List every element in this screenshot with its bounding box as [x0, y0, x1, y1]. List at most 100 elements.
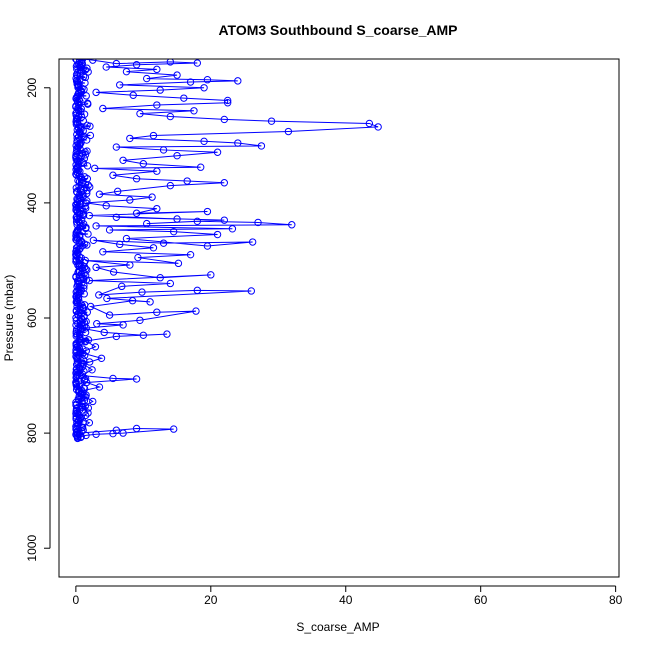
data-point [105, 226, 114, 234]
data-point [81, 393, 90, 401]
data-point [92, 430, 100, 438]
data-point [80, 392, 88, 400]
series-line [76, 59, 379, 439]
data-point [73, 61, 81, 69]
data-point [72, 184, 80, 192]
data-point [193, 59, 202, 67]
data-point [193, 217, 202, 226]
data-point [234, 139, 242, 147]
data-point [85, 211, 94, 220]
data-point [149, 131, 158, 140]
data-point [132, 61, 141, 69]
x-tick-label: 40 [339, 593, 353, 607]
data-point [103, 294, 111, 303]
data-point [203, 76, 212, 84]
series-segment [78, 227, 86, 230]
data-point [122, 234, 131, 243]
data-point [88, 366, 96, 374]
data-point [220, 115, 229, 124]
data-point [166, 112, 175, 121]
data-point [89, 397, 97, 406]
data-point [234, 77, 242, 85]
data-point [78, 324, 87, 333]
x-tick-label: 0 [73, 593, 80, 607]
data-point [82, 199, 90, 207]
data-point [374, 123, 382, 131]
data-point [72, 256, 81, 265]
data-point [78, 403, 86, 411]
data-point [143, 74, 151, 83]
series-segment [82, 244, 87, 247]
data-point [83, 241, 91, 249]
x-tick-label: 20 [204, 593, 218, 607]
data-point [134, 253, 142, 262]
data-point [119, 321, 127, 329]
y-axis-label: Pressure (mbar) [2, 275, 16, 362]
y-tick-label: 200 [25, 77, 39, 97]
data-point [79, 360, 87, 368]
plot-frame [58, 58, 620, 578]
data-point [153, 101, 161, 109]
data-point [159, 239, 168, 247]
data-point [143, 219, 151, 228]
data-point [72, 155, 80, 164]
data-point [72, 218, 81, 226]
data-point [109, 171, 117, 179]
data-point [126, 261, 134, 269]
data-point [116, 81, 124, 89]
data-point [203, 242, 212, 250]
data-point [112, 426, 121, 434]
data-point [223, 96, 232, 105]
data-point [89, 59, 97, 64]
data-point [74, 343, 82, 351]
y-tick-label: 400 [25, 193, 39, 213]
data-point [166, 279, 175, 288]
data-point [132, 175, 141, 183]
data-point [77, 371, 85, 380]
data-point [180, 94, 188, 102]
data-point [113, 187, 122, 196]
data-point [149, 244, 158, 252]
data-point [136, 109, 144, 118]
data-point [193, 286, 202, 295]
data-point [248, 238, 257, 246]
series-segment [75, 121, 78, 123]
data-point [200, 84, 208, 92]
data-point [148, 193, 156, 201]
data-point [122, 67, 131, 76]
data-point [105, 311, 114, 319]
data-point [146, 298, 154, 306]
data-point [82, 337, 90, 345]
data-point [81, 256, 90, 265]
data-point [190, 107, 198, 115]
x-axis-label: S_coarse_AMP [296, 620, 379, 634]
series-segment [77, 101, 88, 104]
data-point [119, 429, 127, 437]
data-point [153, 65, 161, 74]
data-point [118, 282, 126, 291]
data-point [254, 218, 262, 227]
data-point [95, 383, 104, 391]
y-tick-label: 800 [25, 423, 39, 443]
data-point [156, 274, 164, 282]
data-point [213, 148, 222, 156]
data-point [129, 91, 137, 99]
series-segment [77, 264, 80, 267]
data-point [126, 134, 134, 143]
data-point [173, 71, 181, 79]
x-tick-label: 60 [474, 593, 488, 607]
data-point [228, 225, 237, 233]
series-segment [82, 213, 84, 215]
data-point [72, 298, 80, 306]
data-point [102, 63, 110, 71]
plot-area [72, 59, 382, 443]
data-point [78, 59, 87, 63]
data-point [74, 387, 83, 396]
data-point [183, 177, 191, 185]
series-segment [80, 125, 90, 128]
x-tick-label: 80 [609, 593, 623, 607]
data-point [85, 419, 94, 427]
data-point [81, 338, 90, 346]
series-segment [84, 321, 87, 323]
